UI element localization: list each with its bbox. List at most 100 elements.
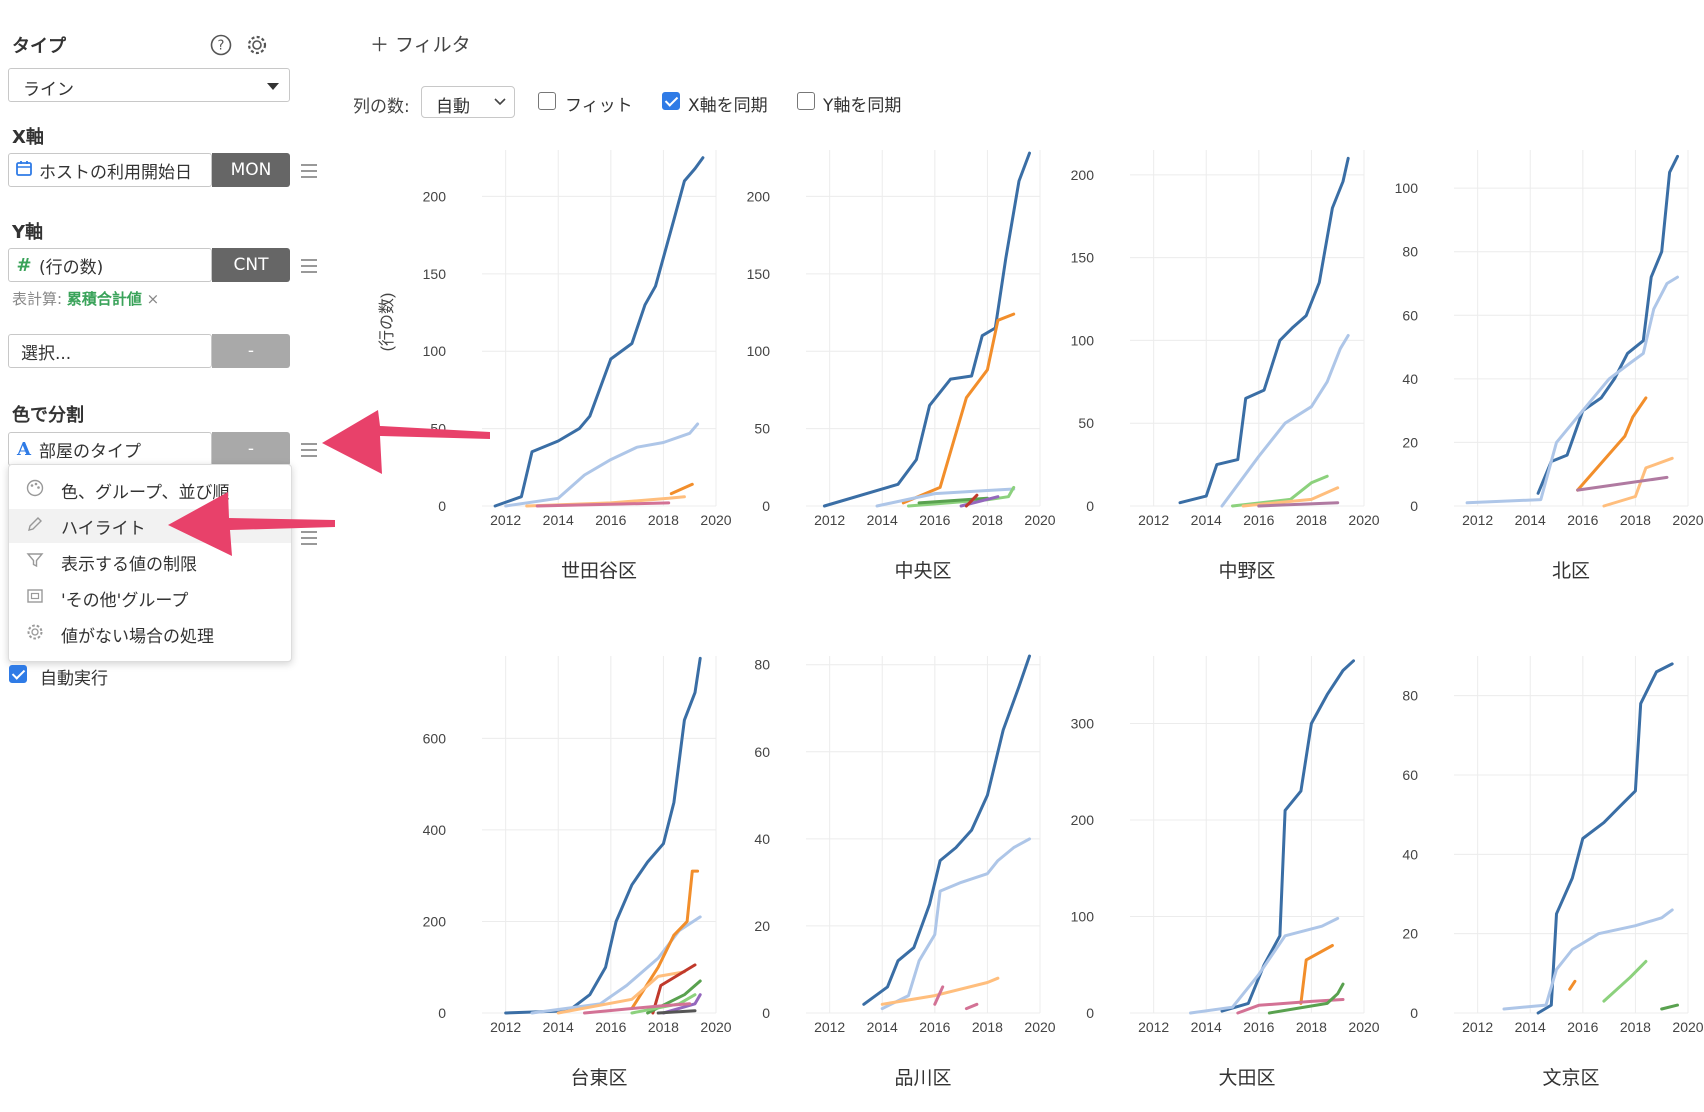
x-tick-label: 2014: [1515, 512, 1546, 528]
y-tick-label: 80: [1402, 244, 1418, 260]
x-tick-label: 2012: [1138, 1019, 1169, 1035]
color-split-menu-icon[interactable]: [301, 443, 317, 457]
xaxis-menu-icon[interactable]: [301, 164, 317, 178]
y-tick-label: 60: [754, 744, 770, 760]
x-tick-label: 2018: [1620, 512, 1651, 528]
help-icon[interactable]: ?: [210, 34, 232, 56]
series-line: [1576, 396, 1648, 492]
series-line: [504, 656, 702, 1015]
yaxis-label: Y軸: [12, 222, 44, 243]
y-tick-label: 0: [762, 1005, 770, 1021]
menu-item-other-group[interactable]: 'その他'グループ: [9, 581, 291, 615]
x-tick-label: 2012: [490, 1019, 521, 1035]
x-tick-label: 2020: [1672, 512, 1703, 528]
y-tick-label: 0: [1086, 1005, 1094, 1021]
x-tick-label: 2016: [919, 512, 950, 528]
gear-icon[interactable]: [246, 34, 268, 56]
filter-icon: [9, 551, 61, 573]
y-tick-label: 100: [1071, 909, 1095, 925]
y-tick-label: 40: [754, 831, 770, 847]
series-line: [1220, 659, 1355, 1013]
series-line: [1576, 475, 1669, 492]
y-tick-label: 20: [1402, 434, 1418, 450]
menu-item-label: 'その他'グループ: [61, 590, 189, 611]
series-line: [875, 487, 1016, 508]
extra-field[interactable]: 選択...: [8, 334, 212, 368]
fit-checkbox[interactable]: [538, 92, 556, 110]
y-tick-label: 0: [1410, 1005, 1418, 1021]
series-line: [880, 976, 1000, 1006]
yaxis-field-name: (行の数): [39, 257, 104, 278]
xaxis-agg-button[interactable]: MON: [212, 153, 290, 187]
series-line: [964, 493, 979, 508]
sync-x-checkbox[interactable]: [662, 92, 680, 110]
add-filter-button[interactable]: ＋ フィルタ: [370, 34, 471, 56]
series-line: [1299, 944, 1334, 1005]
sync-y-checkbox[interactable]: [797, 92, 815, 110]
facet-title: 世田谷区: [561, 560, 637, 582]
series-line: [1231, 474, 1329, 508]
y-tick-label: 50: [754, 421, 770, 437]
yaxis-menu-icon[interactable]: [301, 259, 317, 273]
series-line: [1536, 662, 1674, 1015]
y-tick-label: 300: [1071, 716, 1095, 732]
color-split-label: 色で分割: [12, 405, 84, 426]
columns-label: 列の数:: [353, 97, 410, 117]
x-tick-label: 2018: [972, 512, 1003, 528]
x-tick-label: 2016: [919, 1019, 950, 1035]
sync-x-label: X軸を同期: [688, 96, 768, 116]
menu-item-limit-values[interactable]: 表示する値の制限: [9, 545, 291, 579]
x-tick-label: 2020: [1024, 512, 1055, 528]
x-tick-label: 2018: [972, 1019, 1003, 1035]
x-tick-label: 2018: [648, 1019, 679, 1035]
series-line: [901, 312, 1016, 505]
extra-agg-button[interactable]: -: [212, 334, 290, 368]
auto-run-checkbox[interactable]: [9, 665, 27, 683]
y-tick-label: 50: [430, 421, 446, 437]
columns-value: 自動: [436, 97, 470, 117]
series-line: [661, 993, 702, 1015]
color-split-field[interactable]: A 部屋のタイプ: [8, 432, 212, 466]
y-tick-label: 0: [1410, 498, 1418, 514]
series-line: [656, 1009, 697, 1015]
x-tick-label: 2016: [595, 1019, 626, 1035]
series-line: [1568, 979, 1577, 991]
series-line: [1241, 486, 1340, 508]
chart-type-select[interactable]: ライン: [8, 68, 290, 102]
series-line: [504, 422, 700, 508]
color-split-field-name: 部屋のタイプ: [39, 441, 141, 462]
x-tick-label: 2012: [1462, 1019, 1493, 1035]
x-tick-label: 2018: [648, 512, 679, 528]
y-tick-label: 0: [762, 498, 770, 514]
gear-icon: [9, 623, 61, 645]
yaxis-agg-button[interactable]: CNT: [212, 248, 290, 282]
x-tick-label: 2014: [867, 512, 898, 528]
y-tick-label: 150: [423, 266, 447, 282]
y-tick-label: 200: [747, 188, 771, 204]
table-calc-remove-icon[interactable]: ×: [146, 290, 160, 308]
table-calc-row: 表計算: 累積合計値 ×: [12, 288, 159, 309]
x-tick-label: 2016: [1243, 512, 1274, 528]
columns-select[interactable]: 自動: [421, 86, 515, 118]
x-tick-label: 2020: [700, 512, 731, 528]
menu-item-missing-values[interactable]: 値がない場合の処理: [9, 617, 291, 651]
series-line: [964, 1002, 979, 1011]
yaxis-field[interactable]: # (行の数): [8, 248, 212, 282]
hash-icon: #: [16, 254, 32, 276]
x-tick-label: 2018: [1296, 1019, 1327, 1035]
facet-title: 品川区: [894, 1068, 951, 1089]
table-calc-value[interactable]: 累積合計値: [66, 290, 142, 308]
color-split-agg-button[interactable]: -: [212, 432, 290, 466]
calendar-icon: [9, 159, 39, 182]
menu-item-label: ハイライト: [61, 518, 146, 539]
series-line: [1178, 156, 1350, 505]
series-line: [1536, 154, 1679, 495]
fit-label: フィット: [565, 96, 633, 116]
group-icon: [9, 587, 61, 609]
y-tick-label: 20: [1402, 926, 1418, 942]
pen-icon: [9, 515, 61, 537]
facet-title: 中央区: [894, 560, 951, 582]
xaxis-field[interactable]: ホストの利用開始日: [8, 153, 212, 187]
series-line: [1220, 334, 1350, 508]
chevron-down-icon: [494, 98, 506, 106]
